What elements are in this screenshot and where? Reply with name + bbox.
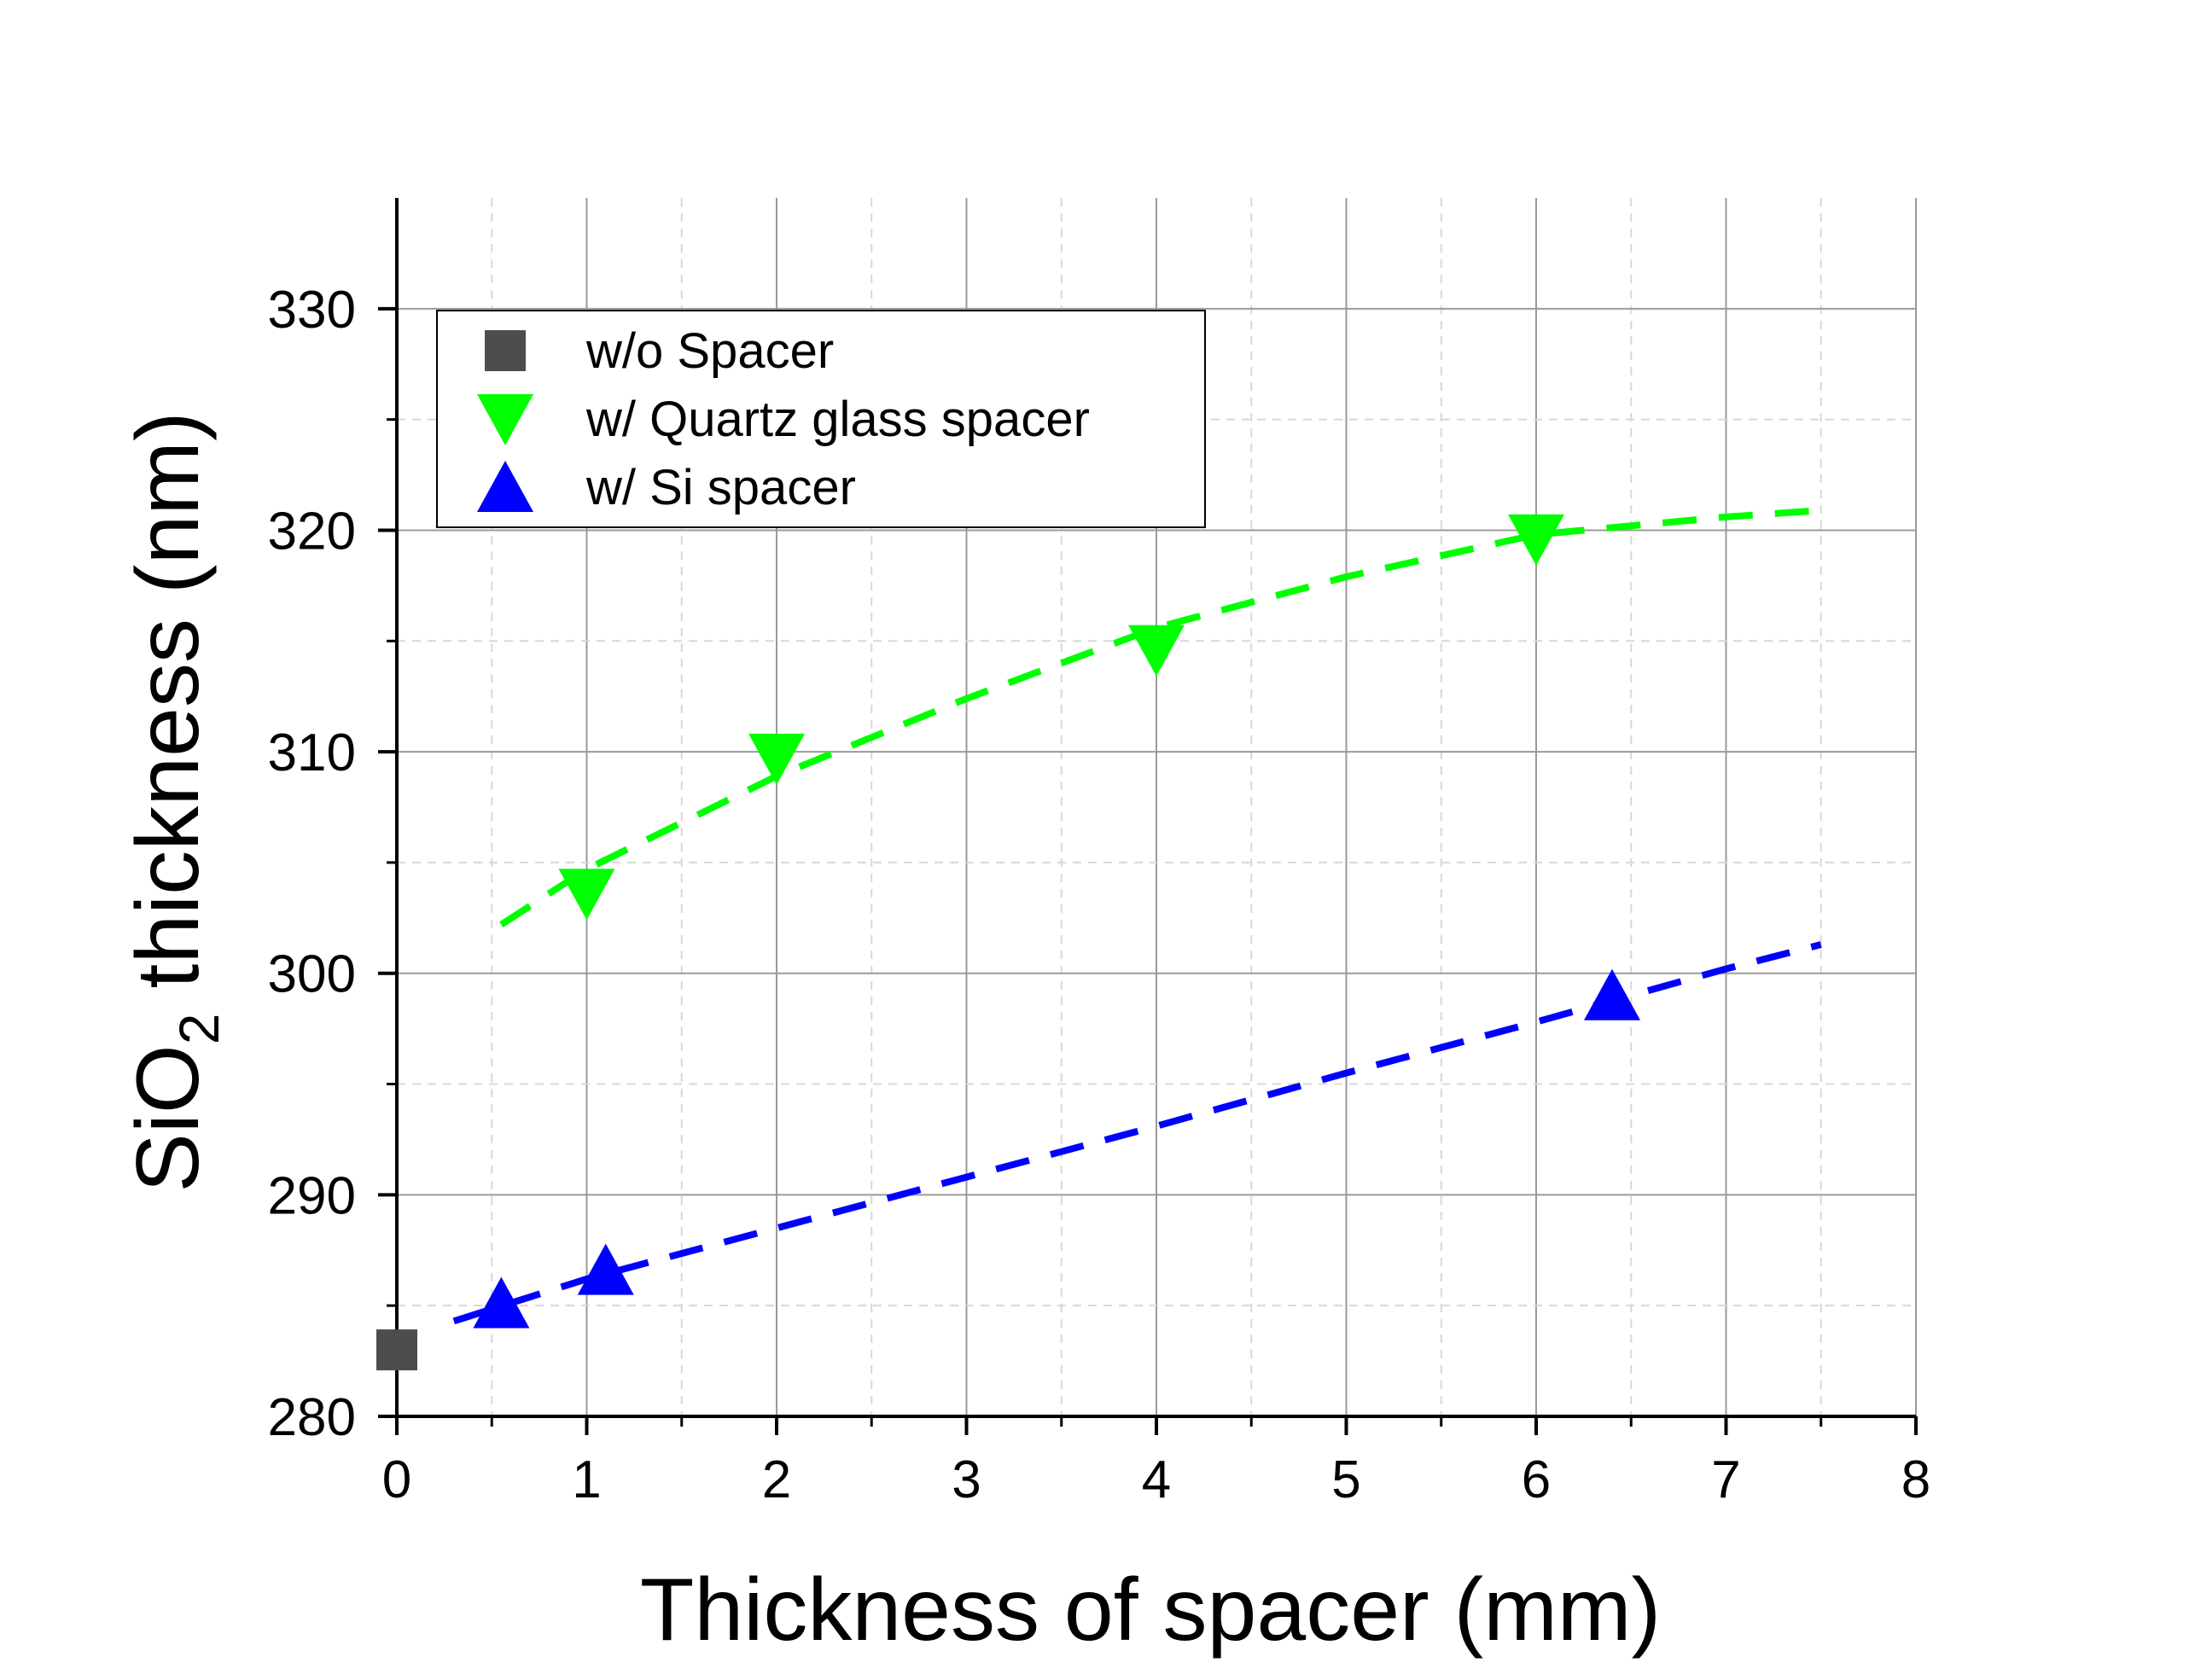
legend-marker xyxy=(477,461,533,512)
legend-label: w/ Si spacer xyxy=(585,460,856,515)
y-tick-label: 300 xyxy=(268,945,356,1004)
y-tick-label: 280 xyxy=(268,1388,356,1447)
y-tick-label: 330 xyxy=(268,281,356,340)
x-tick-label: 0 xyxy=(382,1450,411,1509)
legend-label: w/ Quartz glass spacer xyxy=(585,392,1090,447)
data-point-series-1 xyxy=(748,733,805,785)
x-tick-label: 2 xyxy=(762,1450,791,1509)
x-tick-label: 5 xyxy=(1331,1450,1360,1509)
x-tick-label: 1 xyxy=(572,1450,601,1509)
y-axis-title-prefix: SiO xyxy=(119,1044,218,1192)
data-point-series-1 xyxy=(1508,514,1564,566)
fit-line-series-1 xyxy=(499,507,1822,927)
data-point-series-1 xyxy=(1128,625,1185,677)
legend: w/o Spacer w/ Quartz glass spacer w/ Si sp… xyxy=(436,310,1206,528)
legend-label: w/o Spacer xyxy=(585,323,834,379)
legend-marker xyxy=(485,330,526,371)
data-point-series-2 xyxy=(577,1243,634,1295)
fit-line-series-2 xyxy=(452,941,1822,1325)
x-tick-label: 8 xyxy=(1901,1450,1930,1509)
x-tick-label: 6 xyxy=(1522,1450,1551,1509)
x-axis-title: Thickness of spacer (mm) xyxy=(640,1561,1661,1660)
y-tick-label: 320 xyxy=(268,502,356,561)
data-point-series-0 xyxy=(376,1329,417,1371)
data-markers xyxy=(376,514,1640,1371)
legend-marker xyxy=(477,394,533,445)
x-tick-label: 7 xyxy=(1711,1450,1740,1509)
y-tick-label: 310 xyxy=(268,724,356,782)
data-point-series-2 xyxy=(473,1276,530,1328)
y-axis-title-suffix: thickness (nm) xyxy=(119,411,218,1013)
fit-lines xyxy=(452,507,1822,1325)
data-point-series-1 xyxy=(558,869,615,921)
y-axis-title-subscript: 2 xyxy=(167,1013,230,1044)
axes: 0 1 2 3 4 5 6 7 8 280 290 300 310 320 330 xyxy=(268,198,1930,1509)
x-tick-label: 3 xyxy=(952,1450,981,1509)
legend-box xyxy=(436,310,1206,528)
y-axis-title: SiO2 thickness (nm) xyxy=(119,411,230,1192)
y-tick-label: 290 xyxy=(268,1166,356,1225)
data-point-series-2 xyxy=(1584,968,1640,1020)
x-tick-label: 4 xyxy=(1142,1450,1171,1509)
